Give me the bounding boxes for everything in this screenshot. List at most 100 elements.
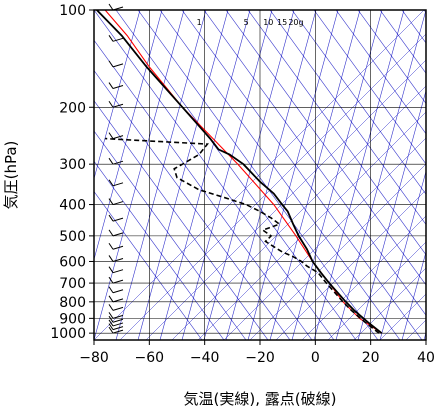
wind-barb-flag — [108, 101, 114, 108]
x-tick-label: 0 — [311, 350, 320, 366]
wind-barb-flag — [108, 319, 114, 327]
wind-barb — [108, 304, 124, 311]
isoline — [379, 10, 426, 74]
isoline — [379, 170, 426, 340]
wind-barbs — [108, 3, 124, 334]
wind-barb — [108, 214, 124, 222]
x-tick-label: −40 — [190, 350, 220, 366]
wind-barb-flag — [108, 60, 114, 68]
isoline — [353, 267, 426, 340]
wind-barb-flag — [108, 214, 114, 222]
wind-barb — [108, 286, 124, 294]
wind-barb — [108, 229, 124, 237]
isoline — [159, 10, 251, 340]
isoline — [94, 10, 425, 340]
isoline — [327, 241, 426, 340]
wind-barb-shaft — [112, 217, 124, 222]
x-tick-label: −80 — [79, 350, 109, 366]
wind-barb-shaft — [112, 245, 124, 250]
isoline — [247, 10, 426, 256]
isoline — [181, 10, 423, 340]
isoline — [357, 89, 426, 340]
wind-barb-shaft — [112, 279, 124, 284]
wind-barb-shaft — [112, 318, 124, 323]
wind-barb — [108, 323, 124, 331]
wind-barb-flag — [108, 229, 114, 237]
isoline — [401, 250, 426, 340]
wind-barb-flag — [108, 179, 114, 187]
wind-barb — [108, 157, 124, 165]
isoline — [94, 10, 163, 261]
x-axis-ticks: −80 −60 −40 −20 0 20 40 — [79, 340, 435, 366]
mixing-ratio-label: 1 — [197, 18, 202, 27]
wind-barb-flag — [108, 295, 114, 303]
wind-barb — [108, 319, 124, 327]
wind-barb-shaft — [112, 135, 124, 140]
wind-barb — [108, 82, 124, 90]
x-tick-label: 20 — [362, 350, 380, 366]
x-tick-label: 40 — [417, 350, 435, 366]
x-tick-label: −20 — [245, 350, 275, 366]
wind-barb-shaft — [112, 314, 124, 319]
isoline — [115, 10, 207, 340]
wind-barb — [108, 312, 124, 319]
wind-barb-shaft — [112, 269, 124, 274]
isoline — [203, 10, 426, 316]
wind-barb-flag — [108, 323, 114, 330]
wind-barb — [108, 60, 124, 68]
isoline — [313, 10, 426, 165]
y-tick-label: 200 — [59, 100, 86, 116]
mixing-ratio-labels: 1 5 10 15 20g — [197, 18, 304, 27]
wind-barb — [108, 179, 124, 187]
x-tick-label: −60 — [135, 350, 165, 366]
isoline — [94, 100, 269, 340]
isoline — [115, 10, 357, 340]
wind-barb — [108, 295, 124, 303]
series-layer — [96, 10, 383, 334]
isoline — [269, 10, 426, 226]
y-tick-label: 300 — [59, 157, 86, 173]
isoline — [145, 59, 426, 340]
wind-barb — [108, 276, 124, 284]
wind-barb — [108, 198, 124, 206]
isoline — [94, 160, 225, 340]
isoline — [94, 10, 335, 340]
wind-barb-flag — [108, 276, 114, 284]
isoline — [197, 111, 426, 340]
isoline — [405, 319, 426, 340]
wind-barb-shaft — [112, 257, 124, 262]
wind-barb-shaft — [112, 289, 124, 294]
y-tick-label: 800 — [59, 295, 86, 311]
y-tick-label: 700 — [59, 276, 86, 292]
isoline — [223, 137, 426, 340]
wind-barb — [108, 101, 124, 108]
y-axis-title: 気圧(hPa) — [2, 141, 20, 210]
wind-barb — [108, 242, 124, 250]
isoline — [137, 10, 229, 340]
isoline — [301, 215, 426, 340]
isoline — [181, 10, 273, 340]
wind-barb-flag — [108, 326, 114, 334]
wind-barb-flag — [108, 315, 114, 323]
isoline — [335, 10, 426, 340]
isoline — [94, 39, 313, 340]
wind-barb-flag — [108, 266, 114, 273]
isoline — [94, 69, 291, 340]
x-axis-title: 気温(実線), 露点(破線) — [184, 390, 337, 408]
wind-barb — [108, 326, 124, 334]
isoline — [171, 85, 426, 340]
wind-barb-flag — [108, 3, 114, 11]
y-tick-label: 600 — [59, 254, 86, 270]
wind-barb-shaft — [112, 37, 124, 42]
isoline — [357, 10, 426, 105]
y-tick-label: 100 — [59, 3, 86, 19]
wind-barb-shaft — [112, 322, 124, 327]
wind-barb-shaft — [112, 85, 124, 90]
wind-barb-shaft — [112, 326, 124, 331]
wind-barb-flag — [108, 35, 114, 42]
isoline — [119, 33, 426, 340]
wind-barb-shaft — [112, 329, 124, 334]
mixing-ratio-isolines — [94, 10, 426, 340]
